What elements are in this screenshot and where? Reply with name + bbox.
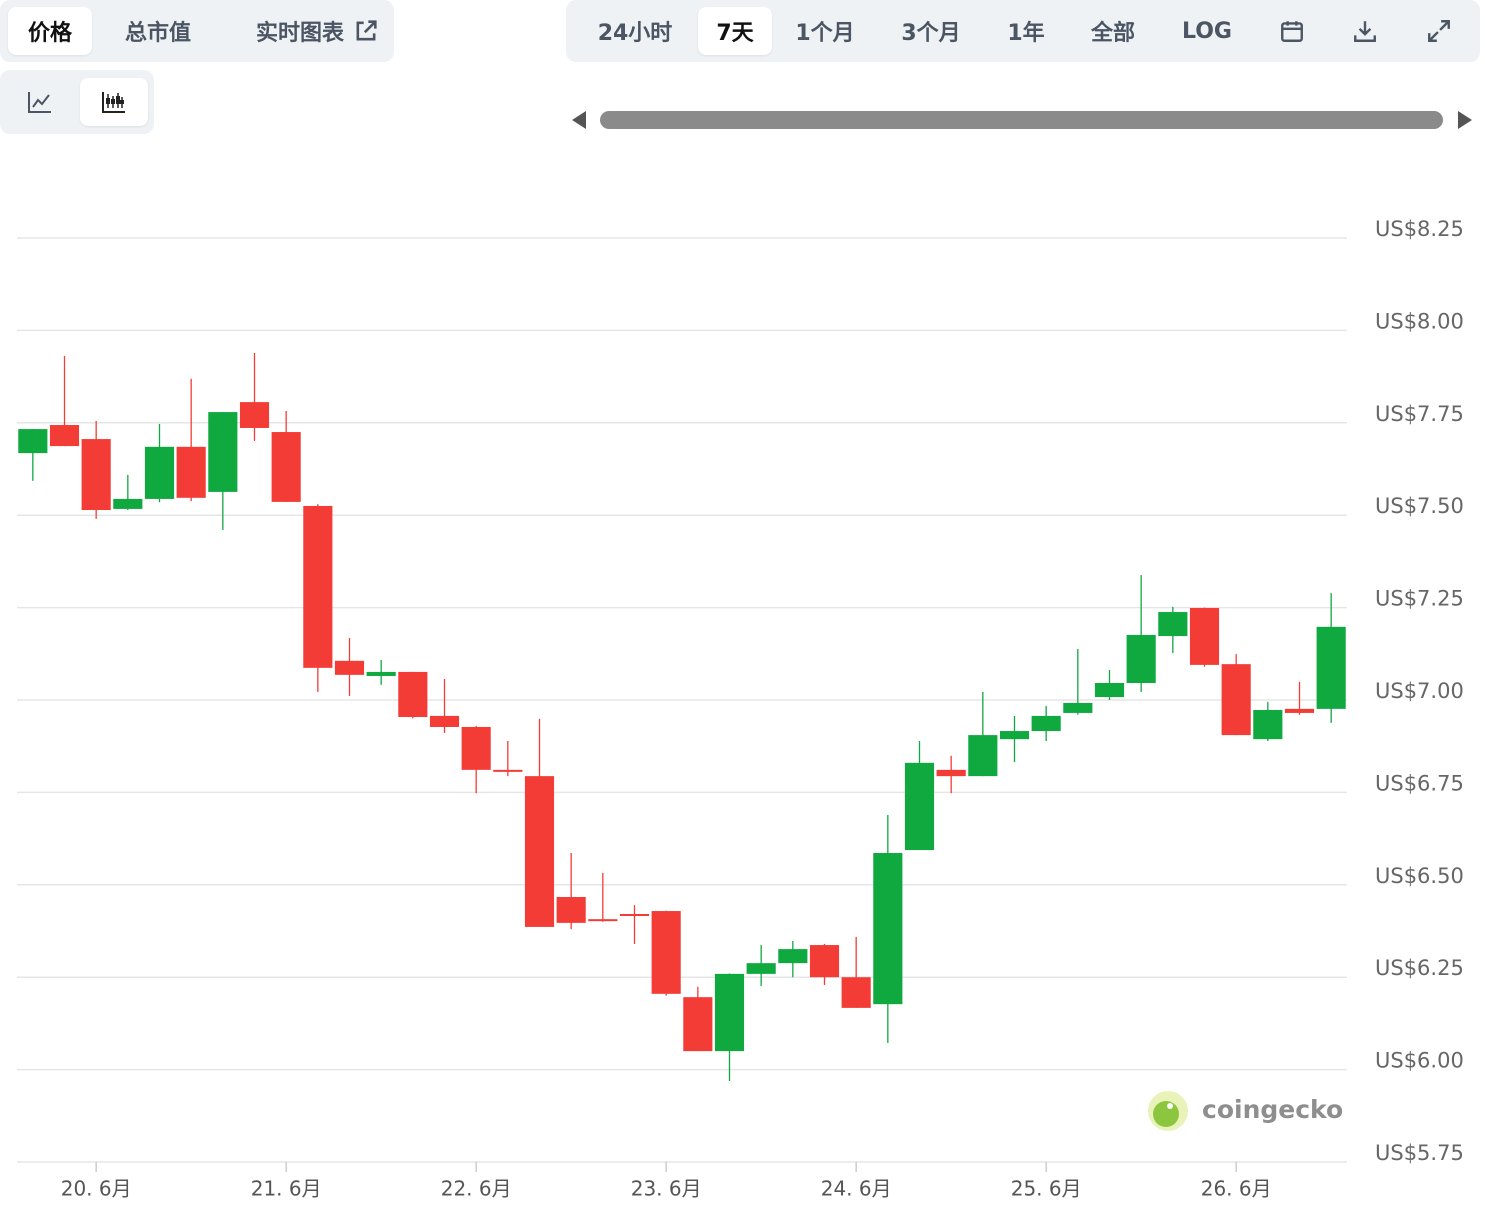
x-tick-label: 20. 6月 (61, 1177, 132, 1201)
x-tick-label: 22. 6月 (441, 1177, 512, 1201)
chart-type-group (0, 70, 154, 134)
candle-body (1031, 715, 1061, 732)
range-button[interactable]: 3个月 (901, 21, 961, 46)
range-group: 24小时 7天 1个月 3个月 1年 全部 LOG (566, 0, 1480, 62)
candle-body (556, 896, 586, 923)
line-icon (28, 92, 51, 113)
candle-body (904, 762, 935, 851)
range-button[interactable]: 全部 (1090, 21, 1135, 46)
candle-body (271, 432, 301, 502)
watermark-logo (1148, 1091, 1188, 1131)
x-tick-label: 26. 6月 (1201, 1177, 1272, 1201)
range-button[interactable]: 24小时 (597, 21, 673, 46)
candle-body (746, 963, 776, 974)
candle-body (936, 769, 966, 777)
candle-body (714, 973, 745, 1052)
candle-body (999, 731, 1030, 740)
y-tick-label: US$5.75 (1375, 1141, 1464, 1165)
candle-body (1189, 607, 1220, 665)
x-tick-label: 24. 6月 (821, 1177, 892, 1201)
x-tick-label: 21. 6月 (251, 1177, 322, 1201)
range-button[interactable]: 7天 (698, 7, 772, 55)
candle-body (239, 402, 270, 428)
candle-body (968, 735, 998, 777)
y-tick-label: US$7.75 (1375, 402, 1464, 426)
tab-button[interactable]: 实时图表 (255, 21, 344, 46)
candlestick-icon (102, 92, 125, 113)
candle-body (1284, 708, 1315, 713)
tab-button[interactable]: 价格 (8, 7, 92, 55)
range-button[interactable]: 1个月 (795, 21, 855, 46)
watermark-text: coingecko (1202, 1095, 1343, 1124)
candle-body (1253, 709, 1283, 740)
candle-body (683, 997, 713, 1052)
candle-body (651, 911, 681, 994)
candle-body (176, 446, 206, 498)
y-tick-label: US$6.75 (1375, 771, 1464, 795)
y-tick-label: US$7.50 (1375, 494, 1464, 518)
candle-body (18, 429, 48, 454)
calendar-button[interactable] (1256, 7, 1328, 55)
candle-body (461, 726, 491, 770)
candle-body (841, 977, 871, 1008)
candle-body (113, 498, 143, 509)
candle-body (398, 671, 428, 718)
y-tick-label: US$7.25 (1375, 587, 1464, 611)
fullscreen-button[interactable] (1402, 7, 1476, 55)
candle-body (619, 913, 650, 916)
y-tick-label: US$8.25 (1375, 217, 1464, 241)
candle-body (334, 660, 365, 675)
candle-body (873, 853, 903, 1005)
candlestick-button[interactable] (80, 78, 148, 126)
tab-button[interactable]: 总市值 (124, 21, 191, 46)
candle-body (588, 919, 618, 922)
y-tick-label: US$6.25 (1375, 956, 1464, 980)
line-chart-button[interactable] (6, 78, 74, 126)
external-link-icon[interactable] (352, 17, 380, 45)
candle-body (524, 776, 555, 927)
calendar-icon (1281, 21, 1303, 42)
candle-body (1316, 626, 1346, 709)
range-button[interactable]: LOG (1182, 18, 1232, 44)
tab-group: 价格 总市值 实时图表 (0, 0, 394, 62)
plot-area: US$5.75 US$6.00 US$6.25 US$6.50 US$6.75 US$7.… (17, 217, 1464, 1201)
candle-body (1063, 702, 1093, 713)
candle-body (1126, 634, 1156, 683)
candle-body (144, 446, 175, 499)
candle-body (778, 949, 808, 964)
scrollbar-thumb[interactable] (600, 111, 1443, 129)
candle-body (429, 715, 460, 727)
candle-body (1221, 664, 1251, 736)
candle-body (493, 769, 523, 772)
y-tick-label: US$6.00 (1375, 1049, 1464, 1073)
download-icon (1354, 21, 1376, 42)
candle-body (81, 439, 111, 511)
download-button[interactable] (1328, 7, 1402, 55)
candle-body (1158, 612, 1188, 637)
scroll-right-arrow[interactable] (1458, 111, 1472, 129)
range-button[interactable]: 1年 (1007, 21, 1045, 46)
y-tick-label: US$8.00 (1375, 309, 1464, 333)
x-tick-label: 25. 6月 (1011, 1177, 1082, 1201)
expand-icon (1428, 20, 1450, 42)
scroll-left-arrow[interactable] (572, 111, 586, 129)
candle-body (809, 945, 840, 978)
candle-body (208, 412, 238, 492)
y-tick-label: US$6.50 (1375, 864, 1464, 888)
candle-body (303, 505, 333, 668)
candle-body (366, 671, 396, 676)
candle-body (49, 425, 80, 447)
x-tick-label: 23. 6月 (631, 1177, 702, 1201)
candle-body (1094, 682, 1125, 698)
y-tick-label: US$7.00 (1375, 679, 1464, 703)
